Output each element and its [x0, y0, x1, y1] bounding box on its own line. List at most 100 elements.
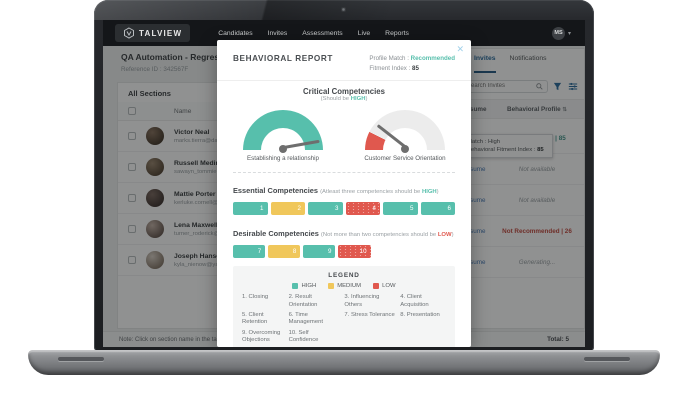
legend-item: 7. Stress Tolerance [344, 311, 395, 318]
modal-body: Critical Competencies (Should be HIGH) E… [217, 81, 471, 347]
user-avatar[interactable]: MS [551, 26, 565, 40]
reference-id: Reference ID : 342567F [121, 66, 189, 73]
candidate-avatar [146, 158, 164, 176]
competency-segment: 8 [268, 245, 301, 259]
dashed-divider [233, 172, 455, 174]
row-checkbox[interactable] [128, 225, 136, 233]
high-swatch-icon [292, 283, 299, 290]
legend-item: 10. Self Confidence [288, 329, 319, 344]
legend-item: 1. Closing [242, 294, 269, 301]
invites-table-header: Resume Behavioral Profile ⇅ [456, 99, 584, 119]
behavioral-status: Generating... [518, 258, 556, 266]
invites-panel: Invites Notifications [455, 48, 585, 329]
desirable-bar: 7 8 9 10 [233, 245, 371, 259]
all-sections-label: All Sections [128, 89, 171, 98]
modal-header: BEHAVIORAL REPORT Profile Match : Recomm… [217, 40, 471, 82]
behavioral-status: Not available [518, 196, 556, 204]
tooltip-match-line: Match : High [467, 139, 501, 145]
user-menu[interactable]: MS ▾ [551, 26, 571, 40]
competency-segment: 2 [270, 202, 305, 216]
resume-link[interactable]: Resume [462, 165, 486, 173]
total-count: Total: 5 [547, 336, 569, 343]
nav-item-live[interactable]: Live [357, 29, 371, 37]
base-notch-left [58, 357, 104, 361]
search-box[interactable] [462, 79, 548, 93]
row-checkbox[interactable] [128, 132, 136, 140]
brand-logo[interactable]: TALVIEW [115, 24, 191, 42]
base-notch-right [584, 357, 630, 361]
tab-notifications[interactable]: Notifications [509, 55, 547, 62]
desirable-hint: (Not more than two competencies should b… [320, 232, 454, 239]
nav-item-assessments[interactable]: Assessments [302, 29, 343, 37]
row-checkbox[interactable] [128, 163, 136, 171]
modal-meta: Profile Match : Recommended Fitment Inde… [369, 54, 455, 73]
tab-invites[interactable]: Invites [474, 55, 496, 73]
fitment-index: Fitment Index : 85 [369, 64, 419, 72]
sort-icon[interactable]: ⇅ [562, 106, 567, 113]
gauges-row: Establishing a relationship Customer Ser… [233, 110, 455, 162]
row-checkbox[interactable] [128, 194, 136, 202]
critical-section: Critical Competencies (Should be HIGH) E… [233, 87, 455, 162]
search-input[interactable] [467, 83, 536, 89]
competency-segment: 9 [303, 245, 336, 259]
essential-hint: (Atleast three competencies should be HI… [320, 189, 439, 196]
critical-title: Critical Competencies [303, 87, 385, 97]
candidate-name: Joseph Hansen [174, 252, 225, 260]
competency-segment: 5 [383, 202, 418, 216]
tooltip-index-line: Behavioral Fitment Index : 85 [467, 147, 544, 153]
legend-item: 8. Presentation [400, 311, 440, 318]
column-settings-icon[interactable] [567, 81, 578, 92]
candidate-name: Lena Maxwell [174, 221, 218, 229]
candidate-email: kyla_nienow@yahoo.c [174, 262, 234, 269]
critical-hint: (Should be HIGH) [320, 96, 368, 103]
row-checkbox[interactable] [128, 256, 136, 264]
legend-item: 9. Overcoming Objections [242, 329, 281, 344]
candidate-avatar [146, 189, 164, 207]
gauge-label: Customer Service Orientation [364, 155, 446, 163]
legend-item: 5. Client Retention [242, 311, 268, 326]
invite-row: Resume Not available [456, 154, 584, 185]
legend-key-medium: MEDIUM [328, 283, 361, 290]
behavioral-report-modal: ✕ BEHAVIORAL REPORT Profile Match : Reco… [217, 40, 471, 347]
laptop-base [28, 350, 660, 375]
legend-box: LEGEND HIGH MEDIUM LOW 1. Closing 2. Res… [233, 266, 455, 347]
filter-funnel-icon[interactable] [552, 81, 563, 92]
behavioral-status[interactable]: Not Recommended | 26 [502, 227, 572, 235]
gauge-label: Establishing a relationship [247, 155, 319, 163]
essential-section: Essential Competencies (Atleast three co… [233, 180, 455, 216]
chevron-down-icon: ▾ [567, 30, 571, 37]
candidate-name: Russell Medina [174, 159, 224, 167]
name-column-header: Name [174, 107, 192, 115]
competency-segment: 4 [345, 202, 380, 216]
legend-items: 1. Closing 2. Result Orientation 3. Infl… [242, 294, 446, 344]
resume-link[interactable]: Resume [462, 227, 486, 235]
gauge-hub [279, 145, 287, 154]
candidate-email: turner_roderick@gmai [174, 231, 233, 238]
nav-item-candidates[interactable]: Candidates [218, 29, 253, 37]
competency-segment: 10 [338, 245, 371, 259]
nav-item-invites[interactable]: Invites [267, 29, 288, 37]
competency-segment: 6 [420, 202, 455, 216]
behavioral-status: Not available [518, 165, 556, 173]
low-swatch-icon [373, 283, 380, 290]
close-icon[interactable]: ✕ [456, 44, 464, 54]
candidate-name: Victor Neal [174, 128, 210, 136]
gauge-establishing-relationship: Establishing a relationship [235, 110, 331, 162]
legend-key-high: HIGH [292, 283, 316, 290]
behavioral-column-header[interactable]: Behavioral Profile ⇅ [507, 105, 567, 113]
nav-item-reports[interactable]: Reports [385, 29, 409, 37]
resume-link[interactable]: Resume [462, 196, 486, 204]
select-all-checkbox[interactable] [128, 107, 136, 115]
laptop-screen: TALVIEW Candidates Invites Assessments L… [94, 0, 594, 352]
panel-tabs: Invites Notifications [456, 49, 584, 73]
resume-link[interactable]: Resume [462, 258, 486, 266]
page-title: QA Automation - Regression_ [121, 52, 242, 62]
legend-item: 6. Time Management [288, 311, 324, 326]
medium-swatch-icon [328, 283, 335, 290]
modal-title: BEHAVIORAL REPORT [233, 54, 333, 63]
desirable-title: Desirable Competencies [233, 229, 321, 239]
search-icon [536, 82, 543, 90]
legend-item: 2. Result Orientation [288, 294, 318, 308]
legend-item: 3. Influencing Others [344, 294, 380, 308]
desirable-section: Desirable Competencies (Not more than tw… [233, 223, 455, 259]
